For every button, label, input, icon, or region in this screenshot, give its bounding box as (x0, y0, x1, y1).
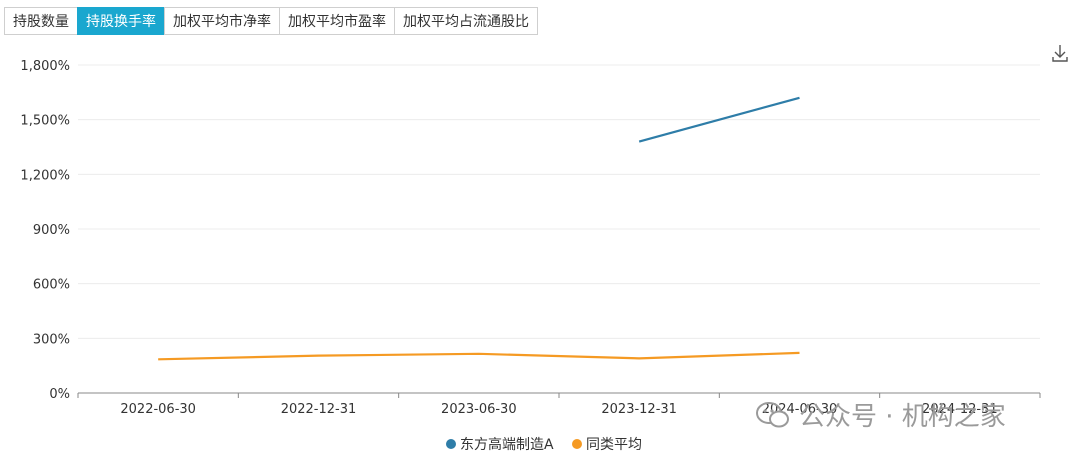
y-tick-label: 900% (33, 223, 70, 238)
x-tick-label: 2023-06-30 (441, 402, 517, 417)
y-tick-label: 1,500% (20, 114, 70, 129)
x-tick-label: 2024-06-30 (762, 402, 838, 417)
tab-holding-quantity[interactable]: 持股数量 (4, 7, 78, 35)
download-icon[interactable] (1050, 42, 1070, 64)
legend-label: 同类平均 (586, 437, 642, 453)
y-tick-label: 0% (49, 387, 70, 402)
metric-tabs: 持股数量 持股换手率 加权平均市净率 加权平均市盈率 加权平均占流通股比 (4, 7, 538, 35)
series-line-1 (638, 96, 800, 143)
legend-marker (446, 439, 456, 449)
series-line-2 (158, 351, 800, 361)
x-tick-label: 2024-12-31 (922, 402, 998, 417)
y-tick-label: 1,200% (20, 168, 70, 183)
x-tick-label: 2022-06-30 (120, 402, 196, 417)
y-tick-label: 600% (33, 278, 70, 293)
legend-label: 东方高端制造A (460, 436, 554, 453)
tab-weighted-float-ratio[interactable]: 加权平均占流通股比 (394, 7, 538, 35)
y-tick-label: 1,800% (20, 59, 70, 74)
y-tick-label: 300% (33, 332, 70, 347)
x-tick-label: 2022-12-31 (281, 402, 357, 417)
tab-weighted-pb[interactable]: 加权平均市净率 (164, 7, 280, 35)
legend-marker (572, 439, 582, 449)
tab-holding-turnover[interactable]: 持股换手率 (77, 7, 165, 35)
x-tick-label: 2023-12-31 (601, 402, 677, 417)
tab-weighted-pe[interactable]: 加权平均市盈率 (279, 7, 395, 35)
